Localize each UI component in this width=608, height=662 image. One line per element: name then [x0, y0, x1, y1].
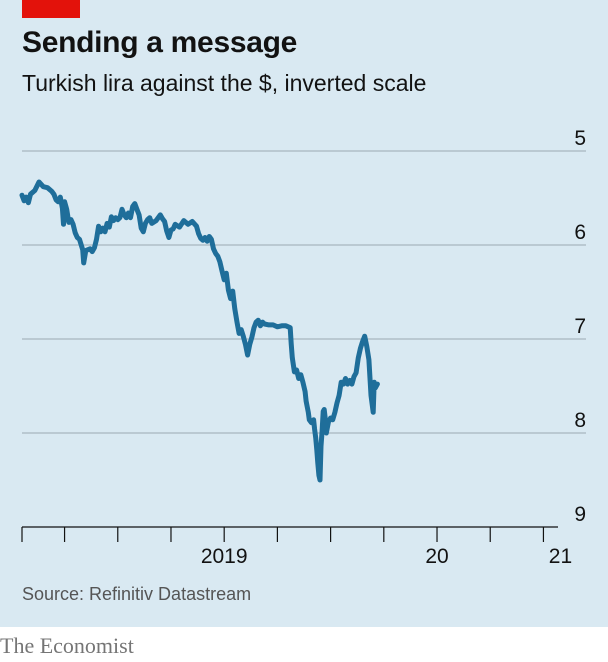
chart-title: Sending a message: [22, 26, 298, 59]
series-line-0: [19, 179, 380, 483]
series-layer: [19, 179, 380, 483]
publisher-logo: The Economist: [0, 633, 134, 658]
y-axis-labels: 5 6 7 8 9: [574, 127, 586, 526]
brand-red-tag: [22, 0, 80, 18]
x-tick-label: 20: [425, 545, 448, 568]
y-tick-label: 6: [574, 221, 586, 244]
x-tick-label: 2019: [201, 545, 248, 568]
y-tick-label: 8: [574, 409, 586, 432]
chart-panel: [0, 0, 608, 627]
chart-subtitle: Turkish lira against the $, inverted sca…: [22, 70, 427, 96]
y-tick-label: 5: [574, 127, 586, 150]
gridlines: [22, 150, 586, 434]
y-tick-label: 9: [574, 503, 586, 526]
x-tick-label: 21: [549, 545, 572, 568]
line-chart: 5 6 7 8 9 2019 20 21: [19, 127, 586, 568]
y-tick-label: 7: [574, 315, 586, 338]
x-axis: 2019 20 21: [21, 526, 572, 568]
source-note: Source: Refinitiv Datastream: [22, 584, 252, 604]
